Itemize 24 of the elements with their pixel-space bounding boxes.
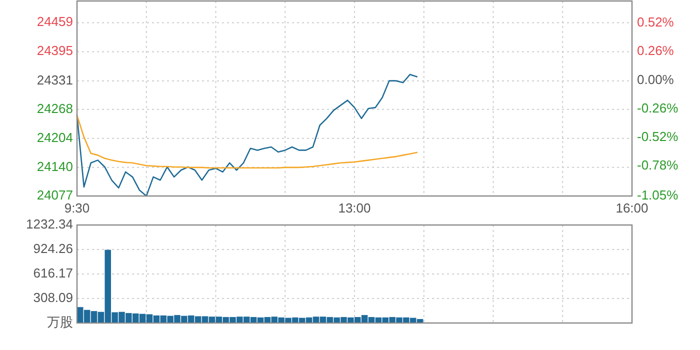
y-tick-label: 616.17	[33, 265, 73, 280]
y-tick-label: 24459	[36, 14, 73, 30]
y-tick-label: 24204	[36, 130, 73, 145]
y2-tick-label: -0.52%	[637, 129, 679, 144]
line-series	[76, 74, 418, 197]
y-tick-label: 24268	[36, 100, 73, 116]
y2-tick-label: 0.26%	[637, 43, 674, 58]
y-tick-label: 万股	[47, 314, 73, 330]
y-tick-label: 1232.34	[26, 216, 73, 232]
line-series	[76, 114, 418, 169]
y-tick-label: 308.09	[33, 290, 73, 305]
y-tick-label: 24395	[36, 43, 73, 58]
y-tick-label: 24140	[36, 158, 73, 174]
x-tick-label: 16:00	[616, 200, 648, 216]
x-tick-label: 9:30	[64, 200, 90, 216]
y2-tick-label: -0.26%	[637, 100, 679, 116]
y-tick-label: 24331	[36, 72, 73, 88]
y-tick-label: 924.26	[33, 240, 73, 256]
y-tick-label: 24077	[36, 187, 73, 202]
x-tick-label: 13:00	[338, 200, 371, 216]
y2-tick-label: 0.00%	[637, 72, 674, 87]
y2-tick-label: 0.52%	[637, 14, 674, 30]
y2-tick-label: -1.05%	[637, 187, 679, 202]
y2-tick-label: -0.78%	[637, 158, 679, 173]
